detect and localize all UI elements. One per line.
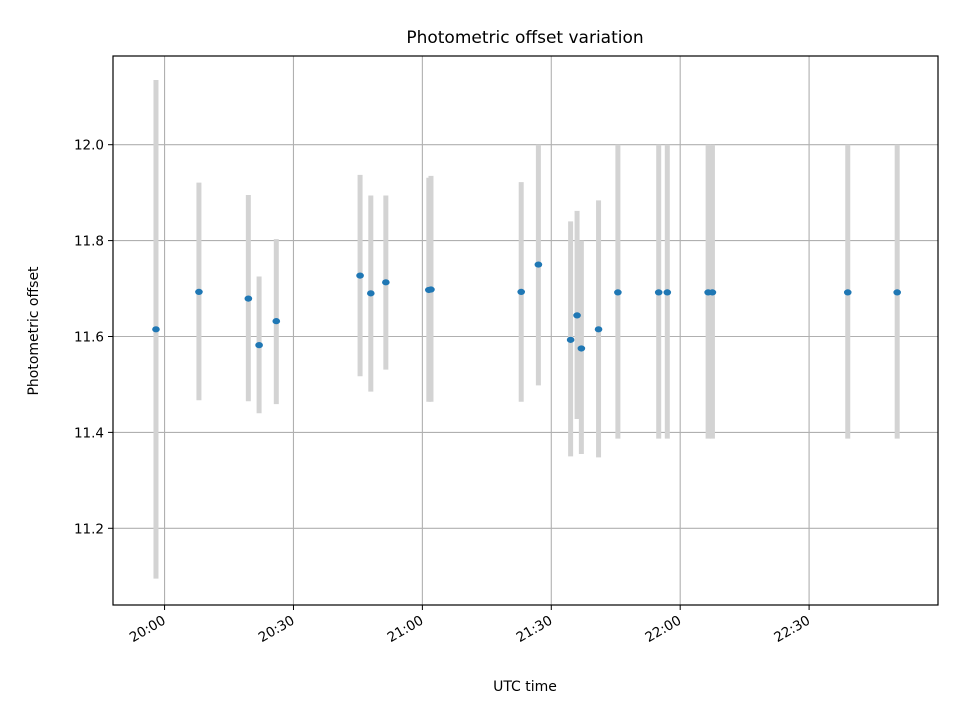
data-point bbox=[566, 336, 575, 343]
data-point bbox=[614, 289, 622, 296]
data-points bbox=[152, 261, 901, 352]
data-point bbox=[893, 289, 901, 296]
data-point bbox=[654, 289, 663, 296]
y-axis-ticks: 11.2 11.4 11.6 11.8 12.0 bbox=[74, 138, 113, 537]
data-point bbox=[427, 286, 435, 293]
data-point bbox=[382, 279, 390, 286]
y-tick-label: 11.2 bbox=[74, 521, 104, 537]
data-point bbox=[272, 318, 281, 325]
data-point bbox=[367, 290, 375, 297]
data-point bbox=[517, 288, 526, 296]
data-point bbox=[843, 289, 852, 296]
grid-lines bbox=[113, 56, 938, 605]
y-tick-label: 11.6 bbox=[74, 329, 104, 345]
data-point bbox=[534, 261, 543, 268]
data-point bbox=[577, 345, 586, 352]
data-point bbox=[195, 288, 203, 296]
x-axis-label: UTC time bbox=[493, 679, 557, 695]
data-point bbox=[573, 312, 581, 319]
y-tick-label: 12.0 bbox=[74, 138, 104, 154]
data-point bbox=[244, 295, 253, 302]
data-point bbox=[663, 289, 672, 296]
data-point bbox=[594, 326, 603, 333]
y-axis-label: Photometric offset bbox=[26, 266, 42, 396]
chart-title: Photometric offset variation bbox=[406, 28, 643, 48]
data-point bbox=[152, 326, 160, 333]
data-point bbox=[255, 342, 263, 349]
plot-frame bbox=[112, 55, 939, 606]
y-tick-label: 11.4 bbox=[74, 425, 104, 441]
y-tick-label: 11.8 bbox=[74, 234, 104, 250]
data-point bbox=[708, 289, 717, 296]
data-point bbox=[356, 272, 364, 279]
